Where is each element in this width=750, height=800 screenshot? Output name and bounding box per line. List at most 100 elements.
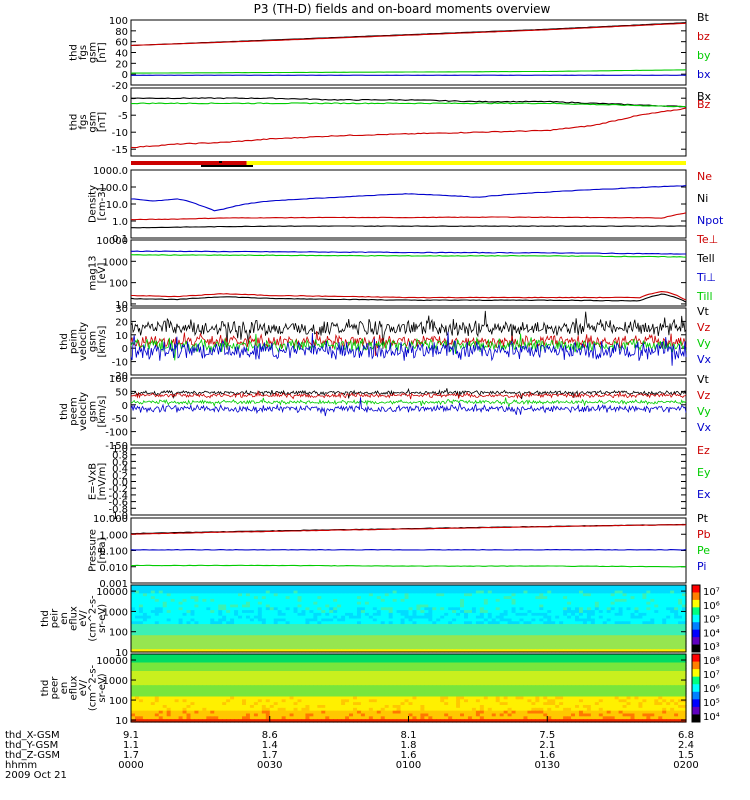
heatmap-cell — [436, 649, 441, 653]
heatmap-cell — [622, 673, 628, 678]
heatmap-cell — [436, 629, 441, 634]
heatmap-cell — [575, 598, 580, 603]
legend-Ex: Ex — [697, 488, 711, 501]
heatmap-cell — [150, 659, 156, 664]
heatmap-cell — [412, 671, 418, 675]
heatmap-cell — [396, 626, 402, 631]
heatmap-cell — [353, 676, 358, 681]
heatmap-cell — [567, 601, 572, 606]
heatmap-cell — [575, 643, 580, 648]
heatmap-cell — [598, 607, 604, 611]
heatmap-cell — [515, 610, 521, 614]
heatmap-cell — [428, 618, 433, 622]
heatmap-cell — [428, 646, 433, 650]
heatmap-cell — [571, 626, 576, 631]
heatmap-cell — [353, 643, 358, 648]
heatmap-cell — [467, 618, 473, 622]
heatmap-cell — [305, 621, 310, 625]
heatmap-cell — [559, 618, 564, 622]
heatmap-cell — [527, 656, 532, 661]
heatmap-cell — [646, 585, 651, 589]
heatmap-cell — [337, 676, 342, 681]
heatmap-cell — [662, 640, 667, 645]
heatmap-cell — [285, 612, 291, 617]
heatmap-cell — [412, 612, 418, 617]
heatmap-cell — [416, 590, 421, 594]
heatmap-cell — [131, 646, 136, 650]
heatmap-cell — [658, 646, 663, 650]
heatmap-cell — [467, 638, 473, 642]
heatmap-cell — [483, 671, 489, 675]
heatmap-cell — [388, 671, 394, 675]
heatmap-cell — [491, 612, 497, 617]
heatmap-cell — [388, 646, 394, 650]
heatmap-cell — [460, 629, 465, 634]
heatmap-cell — [265, 635, 271, 639]
heatmap-cell — [345, 654, 350, 658]
heatmap-cell — [416, 659, 421, 664]
heatmap-cell — [134, 626, 140, 631]
heatmap-cell — [364, 635, 370, 639]
heatmap-cell — [559, 654, 564, 658]
series-Vx — [130, 331, 687, 366]
heatmap-cell — [170, 612, 176, 617]
heatmap-cell — [150, 593, 156, 597]
heatmap-cell — [198, 629, 203, 634]
heatmap-cell — [162, 624, 168, 628]
heatmap-cell — [456, 638, 461, 642]
heatmap-cell — [436, 610, 441, 614]
y-tick-label: 10 — [115, 331, 128, 342]
heatmap-cell — [487, 646, 493, 650]
heatmap-cell — [138, 610, 144, 614]
heatmap-cell — [475, 601, 481, 606]
heatmap-cell — [563, 673, 568, 678]
heatmap-cell — [682, 601, 687, 606]
heatmap-cell — [511, 654, 517, 658]
heatmap-cell — [650, 604, 655, 608]
heatmap-cell — [353, 659, 358, 664]
heatmap-cell — [559, 621, 564, 625]
heatmap-cell — [475, 668, 481, 672]
heatmap-cell — [218, 596, 223, 600]
heatmap-cell — [571, 607, 576, 611]
heatmap-cell — [190, 593, 196, 597]
heatmap-cell — [408, 621, 414, 625]
heatmap-cell — [368, 668, 374, 672]
heatmap-cell — [499, 585, 505, 589]
heatmap-cell — [575, 590, 580, 594]
heatmap-cell — [666, 593, 671, 597]
heatmap-cell — [138, 612, 144, 617]
heatmap-cell — [614, 671, 620, 675]
heatmap-cell — [634, 596, 640, 600]
heatmap-cell — [305, 598, 310, 603]
heatmap-cell — [206, 598, 211, 603]
heatmap-cell — [388, 612, 394, 617]
heatmap-cell — [404, 596, 410, 600]
y-tick-label: -5 — [118, 111, 128, 122]
heatmap-cell — [507, 598, 513, 603]
heatmap-cell — [158, 585, 164, 589]
heatmap-cell — [626, 610, 632, 614]
heatmap-cell — [495, 607, 501, 611]
heatmap-cell — [614, 656, 620, 661]
heatmap-cell — [658, 585, 663, 589]
heatmap-cell — [567, 635, 572, 639]
heatmap-cell — [606, 676, 612, 681]
heatmap-cell — [138, 638, 144, 642]
heatmap-cell — [301, 590, 307, 594]
heatmap-cell — [360, 601, 366, 606]
heatmap-cell — [440, 632, 445, 636]
heatmap-cell — [376, 601, 382, 606]
heatmap-cell — [138, 679, 144, 683]
heatmap-cell — [269, 649, 275, 653]
heatmap-cell — [491, 649, 497, 653]
heatmap-cell — [670, 590, 675, 594]
heatmap-cell — [329, 673, 334, 678]
heatmap-cell — [158, 587, 164, 592]
heatmap-cell — [420, 593, 425, 597]
heatmap-cell — [206, 610, 211, 614]
heatmap-cell — [436, 638, 441, 642]
heatmap-cell — [345, 624, 350, 628]
heatmap-cell — [594, 621, 600, 625]
heatmap-cell — [539, 673, 544, 678]
